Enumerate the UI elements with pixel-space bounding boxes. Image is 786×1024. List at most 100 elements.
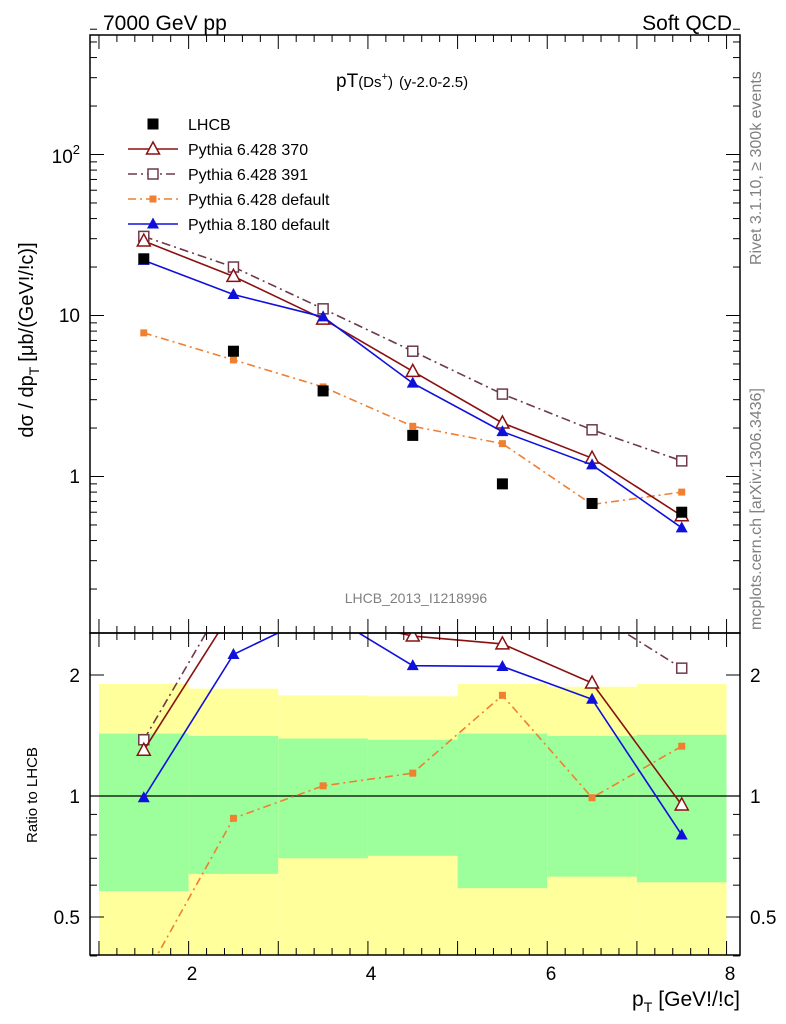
ratio-point-py370: [136, 741, 152, 756]
header-left: 7000 GeV pp: [103, 12, 227, 35]
ratio-point-py391: [587, 607, 597, 617]
main-point-py391: [586, 424, 598, 436]
main-axis-ticks: [90, 28, 740, 633]
xtick-6: 6: [546, 964, 557, 985]
main-point-py391: [407, 345, 419, 357]
ratio-point-py370: [404, 633, 421, 642]
side-label-mcplots: mcplots.cern.ch [arXiv:1306.3436]: [748, 388, 765, 630]
ratio-point-py6def: [588, 794, 596, 802]
ratio-ylabel: Ratio to LHCB: [24, 747, 41, 843]
ratio-point-py8: [406, 659, 419, 671]
ratio-point-py370: [673, 796, 690, 811]
ratio-point-py8: [675, 828, 688, 840]
main-ytick-100: 102: [52, 142, 80, 168]
side-label-rivet: Rivet 3.1.10, ≥ 300k events: [748, 71, 765, 265]
plot-title-particle: (Ds: [358, 74, 381, 91]
ratio-band-inner: [278, 738, 368, 859]
main-point-py8: [227, 288, 240, 300]
ratio-plot: 2 1 0.5 2 1 0.5 Ratio to LHCB 2 4 6 8 pT…: [24, 567, 776, 1015]
ratio-ytick-left-0p5: 0.5: [54, 908, 80, 929]
header-right: Soft QCD: [642, 12, 732, 35]
main-point-lhcb: [317, 385, 329, 397]
ratio-point-py8: [586, 692, 599, 704]
ratio-point-py8: [227, 647, 240, 659]
ratio-ytick-left-1: 1: [69, 787, 80, 808]
legend-marker-py6def: [149, 195, 157, 203]
analysis-tag: LHCB_2013_I1218996: [345, 590, 488, 606]
main-series-layer: [136, 230, 690, 533]
main-ylabel: dσ / dpT[μb/(GeV!/!c)]: [16, 242, 42, 437]
main-point-lhcb: [407, 429, 419, 441]
main-point-py6def: [229, 356, 237, 364]
ratio-ytick-left-2: 2: [69, 666, 80, 687]
ratio-axis-ticks: [90, 633, 740, 957]
main-line-py6def: [143, 332, 682, 506]
main-point-py8: [406, 376, 419, 388]
ratio-point-py6def: [409, 769, 417, 777]
plot-title-close: ): [388, 74, 393, 91]
ratio-band-inner: [547, 736, 637, 877]
ratio-plot-frame: [89, 632, 741, 956]
legend-label-lhcb: LHCB: [188, 117, 231, 134]
legend-label-py370: Pythia 6.428 370: [188, 142, 308, 159]
main-point-py6def: [140, 329, 148, 337]
legend-marker-lhcb: [147, 118, 159, 130]
ratio-point-py391: [497, 567, 507, 577]
main-point-py6def: [498, 440, 506, 448]
ratio-point-py391: [318, 586, 328, 596]
legend-marker-py391: [147, 168, 159, 180]
ratio-point-py6def: [319, 782, 327, 790]
legend-label-py6def: Pythia 6.428 default: [188, 192, 330, 209]
main-point-py6def: [409, 422, 417, 430]
main-point-lhcb: [227, 345, 239, 357]
main-point-py8: [496, 425, 509, 437]
ratio-ytick-right-1: 1: [750, 787, 761, 808]
ratio-ytick-right-2: 2: [750, 666, 761, 687]
main-point-py370: [225, 267, 242, 283]
legend-label-py391: Pythia 6.428 391: [188, 167, 308, 184]
ratio-point-py6def: [229, 814, 237, 822]
main-point-py370: [136, 232, 152, 247]
ratio-point-py370: [227, 602, 240, 614]
main-point-lhcb: [496, 478, 508, 490]
main-point-lhcb: [138, 253, 150, 265]
main-point-py391: [675, 455, 688, 467]
legend: LHCB Pythia 6.428 370 Pythia 6.428 391 Pyth…: [128, 117, 330, 234]
ratio-point-py391: [228, 581, 238, 591]
ratio-point-py391: [675, 662, 688, 674]
ratio-point-py8: [137, 791, 150, 803]
ratio-uncertainty-bands: [98, 683, 727, 955]
ratio-point-py6def: [140, 976, 147, 983]
ratio-point-py370: [494, 635, 511, 650]
xtick-8: 8: [725, 964, 736, 985]
legend-marker-py8: [147, 217, 159, 229]
ratio-band-inner: [457, 733, 548, 889]
ratio-point-py370: [317, 609, 330, 621]
xtick-2: 2: [187, 964, 198, 985]
xlabel: pT [GeV!/!c]: [632, 988, 740, 1015]
main-point-py6def: [678, 488, 686, 496]
xtick-4: 4: [366, 964, 377, 985]
ratio-series-layer: [136, 567, 690, 983]
main-point-lhcb: [676, 506, 688, 518]
main-ytick-10: 10: [59, 306, 80, 327]
plot-title: pT(Ds+) (y-2.0-2.5): [336, 71, 468, 92]
ratio-band-inner: [367, 739, 458, 856]
ratio-point-py6def: [678, 742, 686, 750]
ratio-point-py6def: [498, 691, 506, 699]
ratio-point-py8: [496, 659, 509, 671]
main-line-py8: [143, 259, 683, 529]
ratio-band-inner: [98, 733, 189, 892]
plot-title-sup: +: [382, 71, 388, 83]
main-plot: pT(Ds+) (y-2.0-2.5) 102 10 1 dσ / dpT[μb/…: [16, 28, 741, 634]
main-point-py8: [586, 458, 599, 470]
main-point-py391: [496, 388, 509, 400]
main-point-py8: [317, 310, 330, 322]
main-point-py8: [675, 521, 688, 533]
main-point-py370: [404, 362, 421, 378]
plot-title-range: (y-2.0-2.5): [399, 74, 468, 91]
plot-title-main: pT: [336, 71, 359, 92]
legend-marker-py370: [145, 140, 161, 155]
main-ytick-1: 1: [69, 467, 80, 488]
